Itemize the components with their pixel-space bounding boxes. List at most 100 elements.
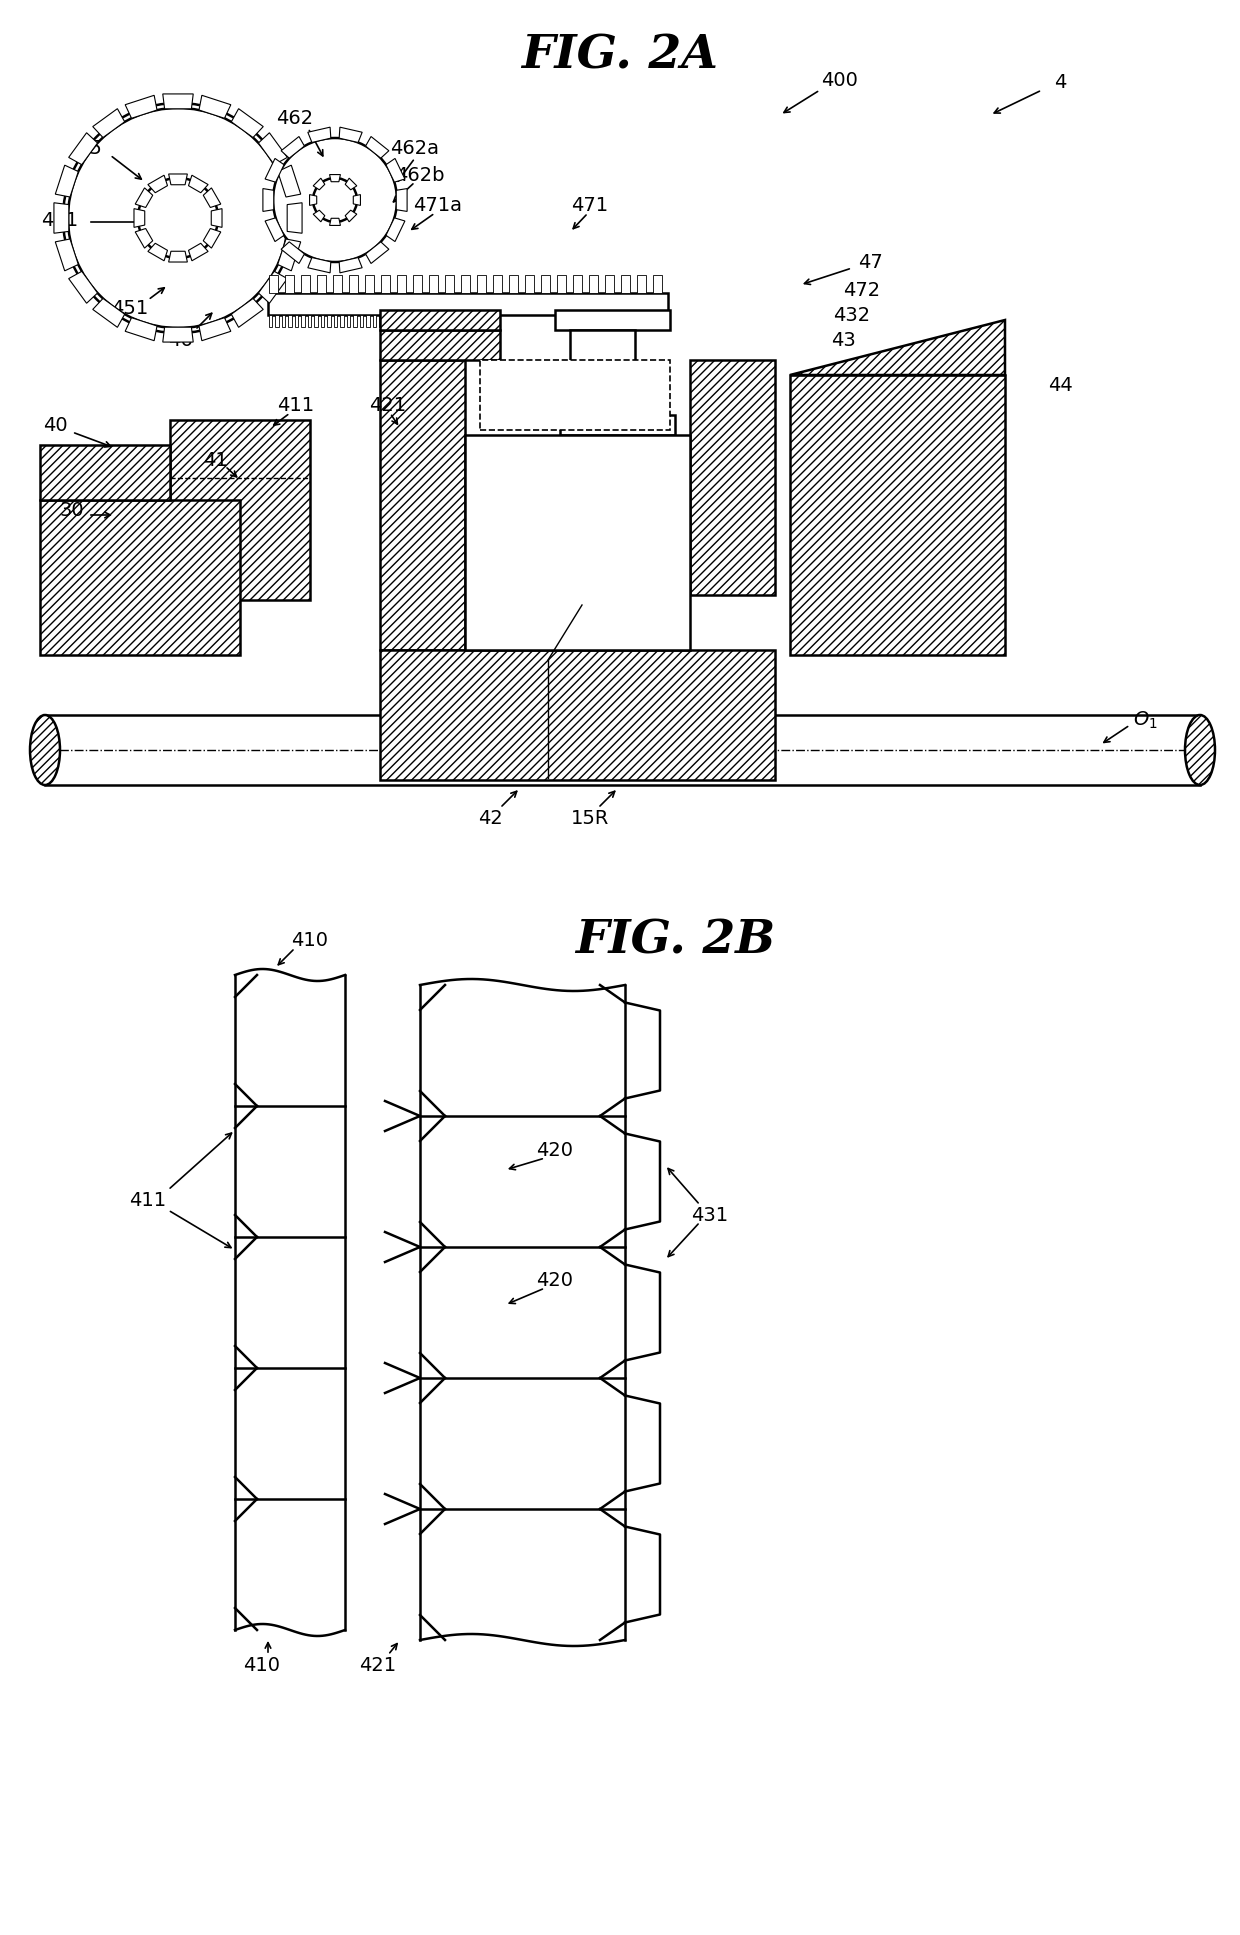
Bar	[689, 360, 775, 594]
Text: 400: 400	[822, 70, 858, 89]
Polygon shape	[198, 95, 231, 118]
Polygon shape	[397, 188, 407, 211]
Polygon shape	[366, 137, 389, 159]
Text: 47: 47	[858, 252, 883, 271]
Polygon shape	[203, 188, 221, 207]
Bar	[360, 315, 363, 327]
Bar	[476, 275, 486, 292]
Bar	[397, 275, 407, 292]
Text: 411: 411	[278, 395, 315, 414]
Polygon shape	[148, 176, 167, 194]
Bar	[366, 315, 370, 327]
Circle shape	[138, 178, 218, 257]
Text: 40: 40	[42, 416, 67, 435]
Bar	[541, 275, 551, 292]
Bar	[560, 414, 675, 435]
Text: 42: 42	[477, 809, 502, 828]
Bar	[379, 315, 383, 327]
Bar	[379, 650, 775, 780]
Text: 410: 410	[243, 1656, 280, 1674]
Bar	[525, 275, 534, 292]
Text: 411: 411	[129, 1190, 166, 1209]
Text: 461: 461	[41, 211, 78, 230]
Polygon shape	[203, 228, 221, 248]
Polygon shape	[281, 137, 304, 159]
Polygon shape	[198, 317, 231, 341]
Polygon shape	[258, 271, 288, 304]
Bar	[790, 375, 1004, 656]
Text: 462b: 462b	[396, 166, 445, 184]
Polygon shape	[265, 219, 284, 242]
Bar	[300, 275, 310, 292]
Polygon shape	[345, 211, 357, 223]
Ellipse shape	[1185, 716, 1215, 786]
Circle shape	[68, 108, 288, 329]
Polygon shape	[278, 240, 301, 271]
Bar	[316, 275, 326, 292]
Polygon shape	[314, 178, 325, 190]
Text: FIG. 2A: FIG. 2A	[522, 33, 718, 77]
Bar	[460, 275, 470, 292]
Text: 420: 420	[537, 1271, 573, 1289]
Polygon shape	[265, 159, 284, 182]
Polygon shape	[340, 257, 362, 273]
Polygon shape	[308, 128, 331, 143]
Text: 41: 41	[202, 451, 227, 470]
Bar	[45, 716, 1200, 786]
Bar	[372, 315, 377, 327]
Polygon shape	[263, 188, 274, 211]
Text: $O_1$: $O_1$	[1132, 710, 1157, 731]
Polygon shape	[310, 195, 316, 205]
Text: FIG. 2B: FIG. 2B	[575, 917, 775, 964]
Polygon shape	[93, 108, 125, 137]
Circle shape	[312, 178, 357, 223]
Polygon shape	[148, 244, 167, 261]
Polygon shape	[288, 203, 303, 234]
Polygon shape	[211, 209, 222, 226]
Text: 44: 44	[1048, 375, 1073, 395]
Polygon shape	[386, 159, 405, 182]
Polygon shape	[353, 195, 361, 205]
Text: 431: 431	[692, 1206, 729, 1225]
Polygon shape	[93, 298, 125, 327]
Bar	[413, 275, 422, 292]
Polygon shape	[56, 240, 78, 271]
Bar	[269, 315, 273, 327]
Bar	[281, 315, 285, 327]
Polygon shape	[53, 203, 68, 234]
Polygon shape	[56, 164, 78, 197]
Polygon shape	[330, 219, 341, 226]
Polygon shape	[125, 317, 157, 341]
Text: 410: 410	[291, 931, 329, 950]
Bar	[301, 315, 305, 327]
Bar	[605, 275, 614, 292]
Text: 421: 421	[370, 395, 407, 414]
Text: 432: 432	[833, 306, 870, 325]
Polygon shape	[232, 108, 263, 137]
Text: 30: 30	[60, 501, 84, 519]
Bar	[346, 315, 351, 327]
Polygon shape	[232, 298, 263, 327]
Ellipse shape	[30, 716, 60, 786]
Polygon shape	[169, 252, 187, 261]
Text: 431: 431	[572, 586, 609, 604]
Circle shape	[273, 137, 397, 261]
Bar	[444, 275, 454, 292]
Polygon shape	[308, 257, 331, 273]
Bar	[480, 360, 670, 430]
Bar	[636, 275, 646, 292]
Text: 4: 4	[1054, 72, 1066, 91]
Polygon shape	[135, 228, 153, 248]
Text: 45: 45	[78, 139, 103, 157]
Bar	[573, 275, 582, 292]
Bar	[334, 315, 337, 327]
Bar	[589, 275, 598, 292]
Bar	[365, 275, 374, 292]
Bar	[327, 315, 331, 327]
Bar	[353, 315, 357, 327]
Bar	[429, 275, 438, 292]
Bar	[295, 315, 299, 327]
Polygon shape	[188, 176, 208, 194]
Bar	[508, 275, 518, 292]
Bar	[284, 275, 294, 292]
